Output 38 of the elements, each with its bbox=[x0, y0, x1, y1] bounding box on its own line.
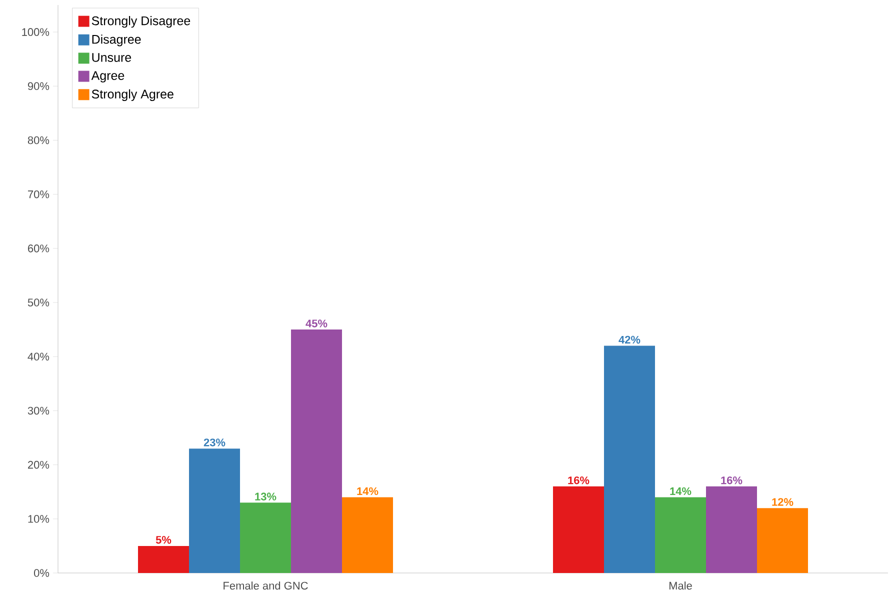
y-tick-label: 20% bbox=[28, 460, 50, 469]
data-label: 14% bbox=[357, 487, 378, 496]
legend-label: Agree bbox=[91, 71, 124, 82]
y-tick-label: 10% bbox=[28, 515, 50, 523]
data-label: 42% bbox=[618, 336, 640, 344]
bar bbox=[189, 448, 240, 573]
x-tick-label: Female and GNC bbox=[224, 582, 308, 590]
legend-label: Strongly Agree bbox=[92, 89, 174, 101]
y-tick-label: 50% bbox=[28, 298, 50, 306]
bar bbox=[655, 497, 706, 573]
data-label: 16% bbox=[568, 476, 590, 484]
bar bbox=[342, 497, 394, 573]
legend-label: Unsure bbox=[92, 53, 132, 62]
bar bbox=[553, 486, 604, 573]
data-label: 12% bbox=[772, 498, 794, 506]
legend-label: Strongly Disagree bbox=[92, 16, 190, 28]
y-tick-label: 0% bbox=[34, 569, 50, 577]
data-label: 5% bbox=[156, 536, 172, 544]
y-tick-label: 100% bbox=[22, 28, 50, 36]
bar bbox=[757, 508, 808, 573]
bar bbox=[138, 546, 190, 573]
bar bbox=[291, 330, 342, 573]
x-tick-label: Male bbox=[669, 582, 692, 590]
legend-label: Disagree bbox=[92, 34, 141, 46]
y-tick-label: 80% bbox=[28, 136, 50, 144]
y-tick-label: 30% bbox=[28, 406, 50, 415]
y-tick-label: 40% bbox=[28, 352, 50, 361]
data-label: 23% bbox=[204, 438, 226, 446]
y-tick-label: 90% bbox=[28, 82, 50, 90]
bar bbox=[240, 502, 292, 573]
bar bbox=[706, 486, 757, 573]
y-tick-label: 70% bbox=[28, 190, 50, 198]
data-label: 13% bbox=[255, 492, 276, 500]
data-label: 14% bbox=[670, 487, 692, 496]
data-label: 45% bbox=[306, 320, 328, 328]
y-tick-label: 60% bbox=[28, 244, 50, 252]
data-label: 16% bbox=[721, 476, 742, 484]
bar bbox=[604, 346, 655, 573]
